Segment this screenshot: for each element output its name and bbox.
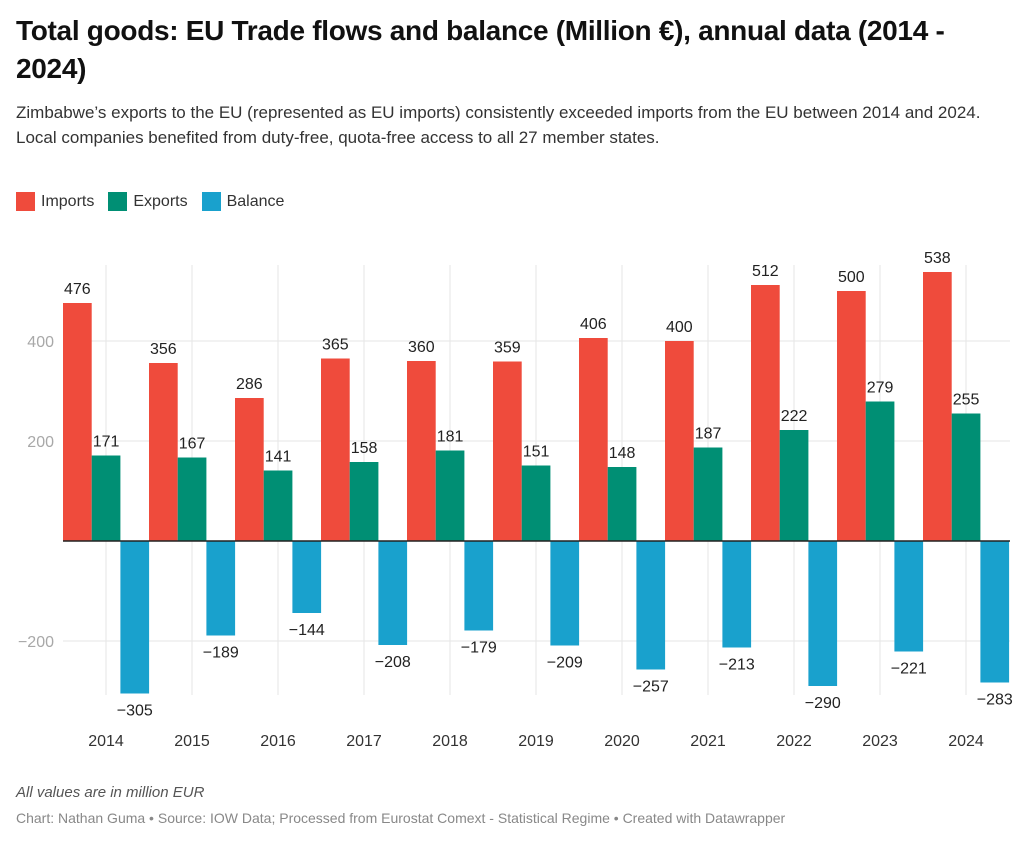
data-label-imports: 286 — [236, 376, 263, 393]
data-label-balance: −257 — [633, 679, 669, 696]
data-label-exports: 279 — [867, 380, 894, 397]
legend-label-exports: Exports — [133, 192, 188, 210]
bar-imports — [63, 303, 92, 541]
y-tick-label: −200 — [18, 634, 54, 651]
data-label-imports: 365 — [322, 337, 349, 354]
bar-imports — [665, 341, 694, 541]
data-label-balance: −221 — [891, 661, 927, 678]
bar-imports — [579, 338, 608, 541]
bar-balance — [808, 541, 838, 686]
bar-balance — [292, 541, 322, 613]
x-tick-label: 2018 — [432, 733, 468, 750]
bar-exports — [177, 457, 207, 541]
data-label-exports: 151 — [523, 444, 550, 461]
data-labels: 476 171 −305 356 167 −189 286 141 −144 365 158 −208… — [64, 250, 1013, 720]
bar-exports — [951, 413, 981, 541]
axes: −200 200 400 2014 2015 2016 2017 2018 2019 2020 20… — [18, 334, 1010, 750]
data-label-exports: 255 — [953, 392, 980, 409]
data-label-exports: 181 — [437, 429, 464, 446]
legend-item-exports: Exports — [108, 192, 188, 211]
bar-exports — [435, 450, 465, 541]
data-label-exports: 141 — [265, 449, 292, 466]
bar-imports — [751, 285, 780, 541]
x-tick-label: 2017 — [346, 733, 382, 750]
data-label-exports: 158 — [351, 440, 378, 457]
bar-balance — [378, 541, 408, 645]
data-label-balance: −208 — [375, 654, 411, 671]
data-label-exports: 167 — [179, 436, 206, 453]
legend: Imports Exports Balance — [16, 192, 284, 211]
bar-imports — [837, 291, 866, 541]
bar-balance — [894, 541, 924, 652]
data-label-exports: 171 — [93, 434, 120, 451]
chart-title: Total goods: EU Trade flows and balance … — [16, 15, 945, 84]
data-label-imports: 406 — [580, 316, 607, 333]
data-label-imports: 500 — [838, 269, 865, 286]
legend-item-balance: Balance — [201, 192, 285, 211]
data-label-imports: 356 — [150, 341, 177, 358]
bars — [63, 272, 1010, 694]
bar-balance — [550, 541, 580, 646]
x-tick-label: 2024 — [948, 733, 984, 750]
data-label-balance: −189 — [203, 645, 239, 662]
bar-balance — [120, 541, 150, 694]
bar-chart: 476 171 −305 356 167 −189 286 141 −144 365 158 −208… — [18, 250, 1013, 750]
bar-balance — [722, 541, 752, 648]
bar-exports — [865, 401, 895, 541]
legend-label-balance: Balance — [226, 192, 285, 210]
data-label-balance: −213 — [719, 657, 755, 674]
bar-exports — [521, 465, 551, 541]
bar-exports — [693, 447, 723, 541]
bar-balance — [206, 541, 236, 636]
data-label-imports: 512 — [752, 263, 779, 280]
data-label-balance: −209 — [547, 655, 583, 672]
bar-balance — [980, 541, 1010, 683]
data-label-imports: 360 — [408, 339, 435, 356]
x-tick-label: 2019 — [518, 733, 554, 750]
x-tick-label: 2015 — [174, 733, 210, 750]
data-label-balance: −179 — [461, 640, 497, 657]
data-label-exports: 222 — [781, 408, 808, 425]
bar-imports — [493, 361, 522, 541]
chart-notes: All values are in million EUR — [16, 784, 205, 801]
data-label-imports: 400 — [666, 319, 693, 336]
bar-imports — [923, 272, 952, 541]
x-tick-label: 2023 — [862, 733, 898, 750]
data-label-imports: 359 — [494, 340, 521, 357]
data-label-balance: −283 — [977, 692, 1013, 709]
data-label-exports: 148 — [609, 445, 636, 462]
data-label-imports: 538 — [924, 250, 951, 267]
y-tick-label: 400 — [27, 334, 54, 351]
bar-imports — [321, 358, 350, 541]
bar-imports — [407, 361, 436, 541]
legend-swatch-imports — [16, 192, 35, 211]
bar-exports — [91, 455, 121, 541]
chart-subtitle: Zimbabwe’s exports to the EU (represente… — [16, 103, 981, 147]
bar-exports — [263, 470, 293, 541]
y-tick-label: 200 — [27, 434, 54, 451]
bar-imports — [235, 398, 264, 541]
bar-imports — [149, 363, 178, 541]
bar-balance — [636, 541, 666, 670]
bar-exports — [779, 430, 809, 541]
data-label-exports: 187 — [695, 426, 722, 443]
x-tick-label: 2022 — [776, 733, 812, 750]
data-label-balance: −144 — [289, 622, 325, 639]
bar-exports — [349, 462, 379, 541]
x-tick-label: 2016 — [260, 733, 296, 750]
bar-balance — [464, 541, 494, 631]
x-tick-label: 2014 — [88, 733, 124, 750]
legend-swatch-exports — [108, 192, 128, 211]
legend-item-imports: Imports — [16, 192, 94, 211]
data-label-balance: −305 — [117, 703, 153, 720]
data-label-imports: 476 — [64, 281, 91, 298]
legend-label-imports: Imports — [41, 192, 95, 210]
legend-swatch-balance — [201, 192, 221, 211]
bar-exports — [607, 467, 637, 541]
data-label-balance: −290 — [805, 695, 841, 712]
x-tick-label: 2021 — [690, 733, 726, 750]
x-tick-label: 2020 — [604, 733, 640, 750]
chart-byline: Chart: Nathan Guma • Source: IOW Data; P… — [16, 810, 786, 826]
